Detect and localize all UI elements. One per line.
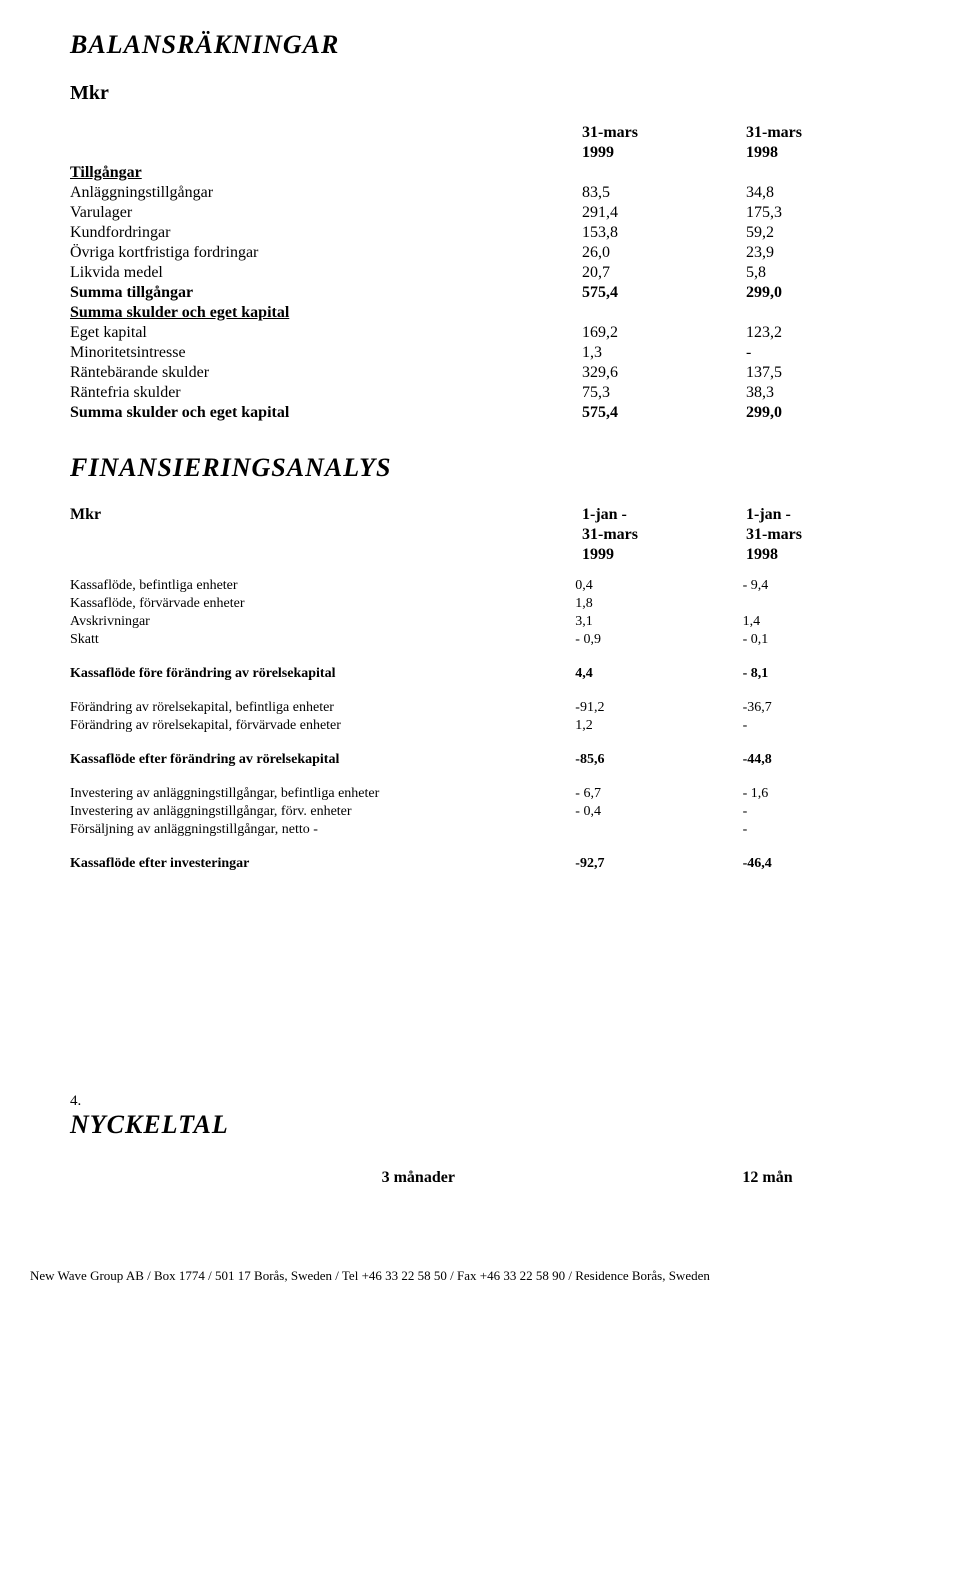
table-row: Investering av anläggningstillgångar, be…: [70, 785, 890, 803]
cashflow-period: Mkr 1-jan - 1-jan - 31-mars 31-mars 1999…: [70, 505, 890, 565]
bal-h-c2a: 31-mars: [726, 123, 890, 143]
table-row: Eget kapital169,2123,2: [70, 323, 890, 343]
liab-total: Summa skulder och eget kapital575,4299,0: [70, 403, 890, 423]
bal-h-c1b: 1999: [562, 143, 726, 163]
table-row: Försäljning av anläggningstillgångar, ne…: [70, 821, 890, 839]
table-row: Likvida medel20,75,8: [70, 263, 890, 283]
bal-h-c2b: 1998: [726, 143, 890, 163]
table-row: Kassaflöde, förvärvade enheter1,8: [70, 595, 890, 613]
cashflow-sub1: Kassaflöde före förändring av rörelsekap…: [70, 665, 890, 683]
table-row: Kundfordringar153,859,2: [70, 223, 890, 243]
table-row: Investering av anläggningstillgångar, fö…: [70, 803, 890, 821]
liab-title: Summa skulder och eget kapital: [70, 303, 562, 323]
balance-table: 31-mars 31-mars 1999 1998 Tillgångar Anl…: [70, 123, 890, 423]
table-row: Övriga kortfristiga fordringar26,023,9: [70, 243, 890, 263]
table-row: Räntebärande skulder329,6137,5: [70, 363, 890, 383]
assets-title: Tillgångar: [70, 163, 562, 183]
assets-total: Summa tillgångar575,4299,0: [70, 283, 890, 303]
table-row: Avskrivningar3,11,4: [70, 613, 890, 631]
page-number: 4.: [70, 1093, 890, 1110]
nyckel-col2: 12 mån: [742, 1168, 890, 1188]
cashflow-sub3: Kassaflöde efter investeringar-92,7-46,4: [70, 855, 890, 873]
cashflow-table: Kassaflöde, befintliga enheter0,4- 9,4 K…: [70, 577, 890, 873]
table-row: Räntefria skulder75,338,3: [70, 383, 890, 403]
cashflow-sub2: Kassaflöde efter förändring av rörelseka…: [70, 751, 890, 769]
balance-unit: Mkr: [70, 82, 890, 105]
table-row: Minoritetsintresse1,3-: [70, 343, 890, 363]
nyckel-col1: 3 månader: [382, 1168, 743, 1188]
nyckel-header: 3 månader 12 mån: [70, 1168, 890, 1188]
table-row: Skatt- 0,9- 0,1: [70, 631, 890, 649]
balance-title: BALANSRÄKNINGAR: [70, 30, 890, 60]
table-row: Kassaflöde, befintliga enheter0,4- 9,4: [70, 577, 890, 595]
cashflow-title: FINANSIERINGSANALYS: [70, 453, 890, 483]
table-row: Varulager291,4175,3: [70, 203, 890, 223]
bal-h-c1a: 31-mars: [562, 123, 726, 143]
table-row: Anläggningstillgångar83,534,8: [70, 183, 890, 203]
nyckel-title: NYCKELTAL: [70, 1110, 890, 1140]
page-footer: New Wave Group AB / Box 1774 / 501 17 Bo…: [0, 1268, 960, 1296]
table-row: Förändring av rörelsekapital, förvärvade…: [70, 717, 890, 735]
cashflow-unit: Mkr: [70, 505, 562, 525]
table-row: Förändring av rörelsekapital, befintliga…: [70, 699, 890, 717]
